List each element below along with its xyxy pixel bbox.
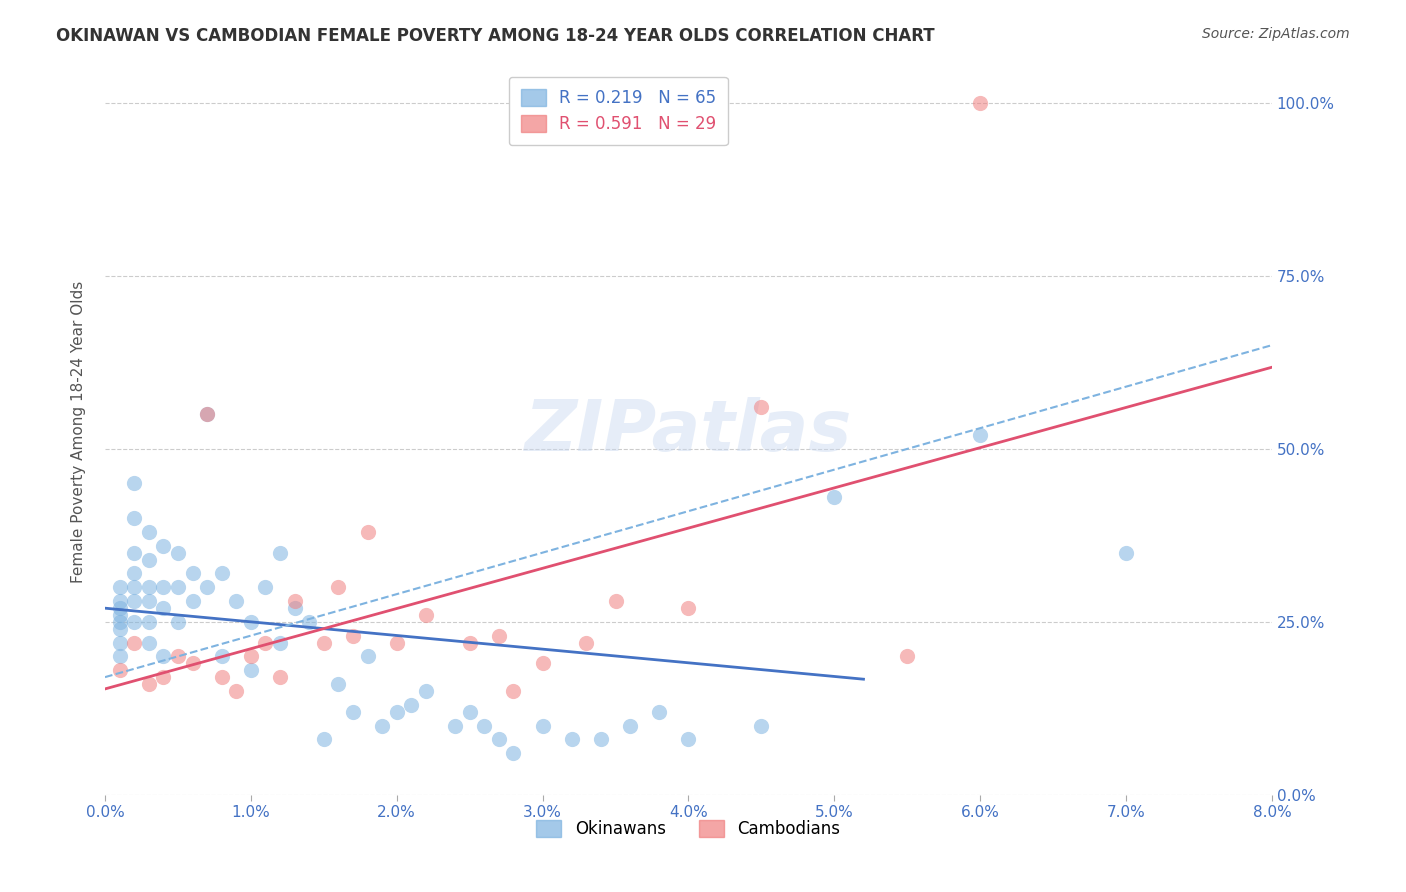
Point: [531, 657, 554, 671]
Point: [751, 401, 773, 415]
Point: [531, 718, 554, 732]
Point: [575, 635, 598, 649]
Point: [269, 635, 291, 649]
Point: [342, 705, 364, 719]
Point: [122, 476, 145, 491]
Point: [605, 594, 627, 608]
Point: [122, 566, 145, 581]
Point: [108, 580, 131, 594]
Point: [195, 580, 218, 594]
Point: [108, 594, 131, 608]
Point: [488, 629, 510, 643]
Y-axis label: Female Poverty Among 18-24 Year Olds: Female Poverty Among 18-24 Year Olds: [72, 280, 86, 582]
Point: [138, 594, 160, 608]
Point: [312, 635, 335, 649]
Point: [298, 615, 321, 629]
Point: [152, 601, 174, 615]
Point: [225, 594, 247, 608]
Point: [1115, 546, 1137, 560]
Point: [823, 491, 845, 505]
Point: [152, 539, 174, 553]
Text: OKINAWAN VS CAMBODIAN FEMALE POVERTY AMONG 18-24 YEAR OLDS CORRELATION CHART: OKINAWAN VS CAMBODIAN FEMALE POVERTY AMO…: [56, 27, 935, 45]
Point: [195, 407, 218, 421]
Point: [678, 601, 700, 615]
Point: [152, 649, 174, 664]
Point: [181, 566, 204, 581]
Point: [211, 670, 233, 684]
Point: [401, 698, 423, 712]
Point: [371, 718, 394, 732]
Point: [488, 732, 510, 747]
Point: [502, 684, 524, 698]
Point: [181, 594, 204, 608]
Point: [239, 649, 262, 664]
Point: [122, 615, 145, 629]
Point: [751, 718, 773, 732]
Point: [225, 684, 247, 698]
Point: [108, 649, 131, 664]
Point: [211, 566, 233, 581]
Point: [619, 718, 641, 732]
Point: [458, 635, 481, 649]
Point: [356, 524, 378, 539]
Point: [284, 594, 307, 608]
Point: [269, 670, 291, 684]
Point: [561, 732, 583, 747]
Point: [138, 524, 160, 539]
Point: [122, 546, 145, 560]
Point: [385, 705, 408, 719]
Point: [254, 635, 277, 649]
Point: [356, 649, 378, 664]
Point: [195, 407, 218, 421]
Point: [138, 635, 160, 649]
Point: [239, 663, 262, 677]
Point: [312, 732, 335, 747]
Point: [896, 649, 918, 664]
Point: [167, 546, 190, 560]
Text: Source: ZipAtlas.com: Source: ZipAtlas.com: [1202, 27, 1350, 41]
Point: [415, 684, 437, 698]
Point: [167, 580, 190, 594]
Point: [342, 629, 364, 643]
Point: [167, 649, 190, 664]
Point: [108, 601, 131, 615]
Point: [502, 746, 524, 760]
Point: [152, 670, 174, 684]
Point: [211, 649, 233, 664]
Point: [269, 546, 291, 560]
Point: [444, 718, 467, 732]
Point: [385, 635, 408, 649]
Point: [472, 718, 495, 732]
Point: [678, 732, 700, 747]
Point: [108, 635, 131, 649]
Point: [108, 615, 131, 629]
Point: [415, 607, 437, 622]
Text: ZIPatlas: ZIPatlas: [524, 397, 852, 467]
Point: [152, 580, 174, 594]
Point: [458, 705, 481, 719]
Point: [138, 677, 160, 691]
Point: [108, 663, 131, 677]
Point: [167, 615, 190, 629]
Point: [138, 580, 160, 594]
Point: [138, 552, 160, 566]
Point: [648, 705, 671, 719]
Point: [969, 96, 991, 111]
Legend: Okinawans, Cambodians: Okinawans, Cambodians: [530, 813, 846, 845]
Point: [284, 601, 307, 615]
Point: [122, 580, 145, 594]
Point: [108, 622, 131, 636]
Point: [589, 732, 612, 747]
Point: [328, 580, 350, 594]
Point: [969, 428, 991, 442]
Point: [122, 635, 145, 649]
Point: [328, 677, 350, 691]
Point: [108, 607, 131, 622]
Point: [239, 615, 262, 629]
Point: [181, 657, 204, 671]
Point: [122, 594, 145, 608]
Point: [122, 511, 145, 525]
Point: [254, 580, 277, 594]
Point: [138, 615, 160, 629]
